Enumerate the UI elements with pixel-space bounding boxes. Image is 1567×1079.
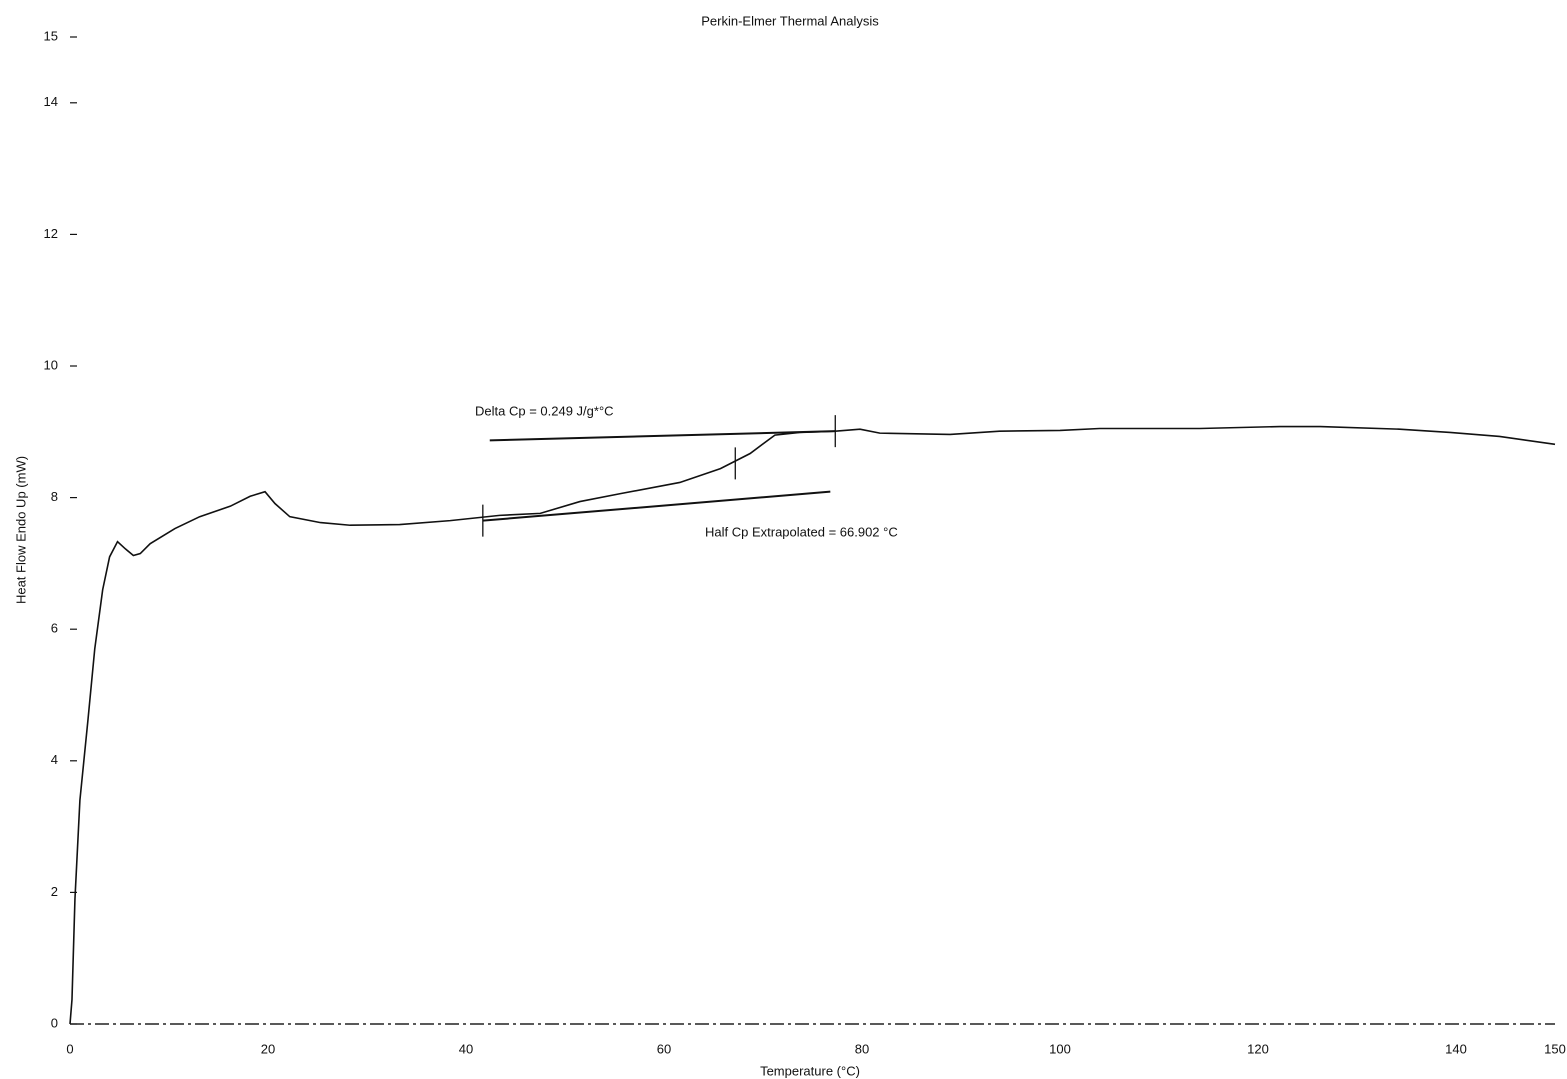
y-tick-label: 4: [51, 752, 58, 767]
x-axis-label: Temperature (°C): [760, 1063, 860, 1078]
x-tick-label: 40: [459, 1041, 473, 1056]
x-tick-label: 60: [657, 1041, 671, 1056]
annotation: Delta Cp = 0.249 J/g*°C: [475, 403, 614, 418]
x-tick-label: 150: [1544, 1041, 1566, 1056]
y-tick-label: 6: [51, 621, 58, 636]
tangent-line: [482, 490, 831, 522]
y-tick-label: 14: [44, 94, 58, 109]
x-tick-label: 20: [261, 1041, 275, 1056]
x-tick-label: 0: [66, 1041, 73, 1056]
tangent-line: [489, 430, 836, 442]
y-axis-label: Heat Flow Endo Up (mW): [13, 456, 28, 604]
annotation: Half Cp Extrapolated = 66.902 °C: [705, 524, 898, 539]
data-line: [69, 425, 1556, 1025]
y-tick-label: 15: [44, 28, 58, 43]
y-tick-label: 2: [51, 884, 58, 899]
x-tick-label: 80: [855, 1041, 869, 1056]
y-tick-label: 8: [51, 489, 58, 504]
x-tick-label: 140: [1445, 1041, 1467, 1056]
x-tick-label: 100: [1049, 1041, 1071, 1056]
y-tick-label: 12: [44, 226, 58, 241]
x-tick-label: 120: [1247, 1041, 1269, 1056]
chart-title: Perkin-Elmer Thermal Analysis: [701, 13, 879, 28]
y-tick-label: 0: [51, 1015, 58, 1030]
y-tick-label: 10: [44, 357, 58, 372]
